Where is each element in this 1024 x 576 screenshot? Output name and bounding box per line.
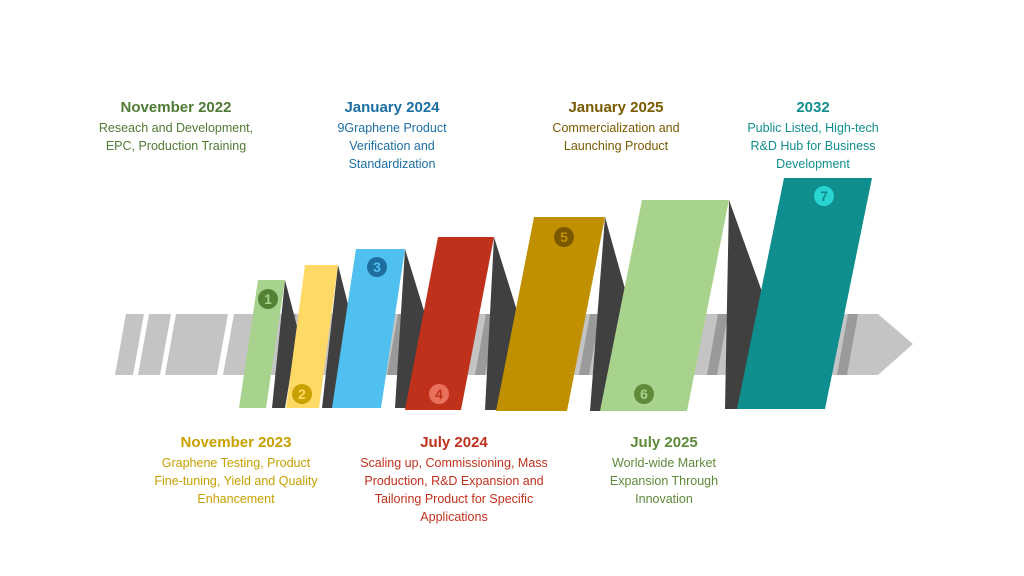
step-badge-circle	[292, 384, 312, 404]
step-number: 4	[435, 386, 443, 402]
arrow-tail-segment	[115, 314, 144, 375]
ribbon-panel-2	[286, 265, 338, 408]
milestone-description: Reseach and Development, EPC, Production…	[98, 121, 254, 153]
ribbon-fold-1	[272, 280, 298, 408]
milestone-description: Commercialization and Launching Product	[552, 121, 680, 153]
step-number: 7	[820, 188, 828, 204]
milestone-description: World-wide Market Expansion Through Inno…	[609, 456, 719, 506]
milestone-date: November 2022	[120, 99, 232, 116]
arrow-tail-segment	[138, 314, 171, 375]
milestone-date: January 2024	[344, 99, 440, 116]
step-badges: 1 2 3 4 5 6 7	[258, 186, 834, 404]
ribbon-fold-2	[322, 265, 352, 408]
step-badge-circle	[258, 289, 278, 309]
step-number: 1	[264, 291, 272, 307]
step-badge-circle	[429, 384, 449, 404]
ribbon-panel-3	[332, 249, 405, 408]
step-badge-circle	[634, 384, 654, 404]
step-badge-2: 2	[292, 384, 312, 404]
ribbon-fold-4	[485, 237, 518, 410]
milestone-date: January 2025	[568, 99, 664, 116]
milestone-3: January 2024 9Graphene Product Verificat…	[312, 98, 472, 173]
milestone-date: November 2023	[180, 434, 292, 451]
step-number: 3	[373, 259, 381, 275]
milestone-description: Graphene Testing, Product Fine-tuning, Y…	[154, 456, 318, 506]
milestone-1: November 2022 Reseach and Development, E…	[86, 98, 266, 155]
milestone-date: 2032	[796, 99, 830, 116]
step-number: 5	[560, 229, 568, 245]
step-badge-circle	[554, 227, 574, 247]
milestone-description: 9Graphene Product Verification and Stand…	[337, 121, 447, 171]
milestone-6: July 2025 World-wide Market Expansion Th…	[584, 433, 744, 508]
milestone-5: January 2025 Commercialization and Launc…	[526, 98, 706, 155]
step-badge-7: 7	[814, 186, 834, 206]
step-badge-3: 3	[367, 257, 387, 277]
arrow-stripe	[707, 314, 728, 375]
step-number: 2	[298, 386, 306, 402]
step-badge-5: 5	[554, 227, 574, 247]
ribbon-panels	[239, 178, 872, 411]
ribbon-panel-5	[496, 217, 605, 411]
ribbon-panel-6	[600, 200, 729, 411]
arrow-head	[878, 314, 913, 375]
ribbon-panel-1	[239, 280, 285, 408]
arrow-tail-segment	[165, 314, 228, 375]
ribbon-fold-3	[395, 249, 425, 408]
ribbon-folds	[272, 200, 770, 411]
arrow-stripe	[837, 314, 858, 375]
step-badge-circle	[814, 186, 834, 206]
ribbon-panel-7	[737, 178, 872, 409]
arrow-stripe	[579, 314, 600, 375]
step-badge-1: 1	[258, 289, 278, 309]
ribbon-panel-4	[405, 237, 494, 410]
milestone-2: November 2023 Graphene Testing, Product …	[146, 433, 326, 508]
milestone-7: 2032 Public Listed, High-tech R&D Hub fo…	[738, 98, 888, 173]
milestone-description: Public Listed, High-tech R&D Hub for Bus…	[747, 121, 879, 171]
step-number: 6	[640, 386, 648, 402]
step-badge-6: 6	[634, 384, 654, 404]
ribbon-fold-6	[725, 200, 770, 409]
milestone-description: Scaling up, Commissioning, Mass Producti…	[360, 456, 548, 524]
milestone-date: July 2025	[630, 434, 698, 451]
milestone-date: July 2024	[420, 434, 488, 451]
ribbon-fold-5	[590, 217, 632, 411]
step-badge-4: 4	[429, 384, 449, 404]
milestone-4: July 2024 Scaling up, Commissioning, Mas…	[340, 433, 568, 526]
step-badge-circle	[367, 257, 387, 277]
